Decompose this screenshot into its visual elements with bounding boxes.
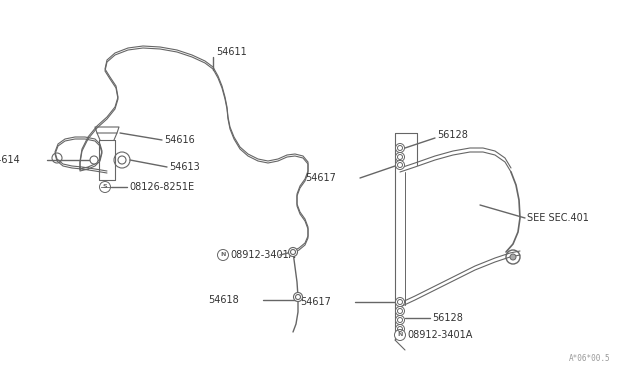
Circle shape	[90, 156, 98, 164]
Circle shape	[218, 250, 228, 260]
Circle shape	[294, 292, 303, 301]
Circle shape	[99, 182, 111, 192]
Text: 54618: 54618	[208, 295, 239, 305]
Text: 54613: 54613	[169, 162, 200, 172]
Circle shape	[396, 307, 404, 315]
Circle shape	[394, 330, 406, 340]
Text: 56128: 56128	[432, 313, 463, 323]
Text: SEE SEC.401: SEE SEC.401	[527, 213, 589, 223]
Circle shape	[396, 144, 404, 153]
Text: N: N	[397, 333, 403, 337]
Circle shape	[102, 184, 108, 190]
Circle shape	[396, 315, 404, 324]
Circle shape	[396, 298, 404, 307]
Text: 56128: 56128	[437, 130, 468, 140]
Text: 54617: 54617	[300, 297, 331, 307]
Circle shape	[396, 153, 404, 161]
Text: 54614: 54614	[0, 155, 20, 165]
Text: 54611: 54611	[216, 47, 247, 57]
Text: N: N	[220, 253, 226, 257]
Circle shape	[510, 254, 516, 260]
Text: 08126-8251E: 08126-8251E	[129, 182, 194, 192]
Text: 08912-3401A: 08912-3401A	[230, 250, 296, 260]
Text: 08912-3401A: 08912-3401A	[407, 330, 472, 340]
Circle shape	[396, 160, 404, 170]
Text: S: S	[102, 185, 108, 189]
Text: A*06*00.5: A*06*00.5	[568, 354, 610, 363]
Circle shape	[396, 324, 404, 334]
Circle shape	[289, 247, 298, 257]
Text: 54617: 54617	[305, 173, 336, 183]
Text: 54616: 54616	[164, 135, 195, 145]
